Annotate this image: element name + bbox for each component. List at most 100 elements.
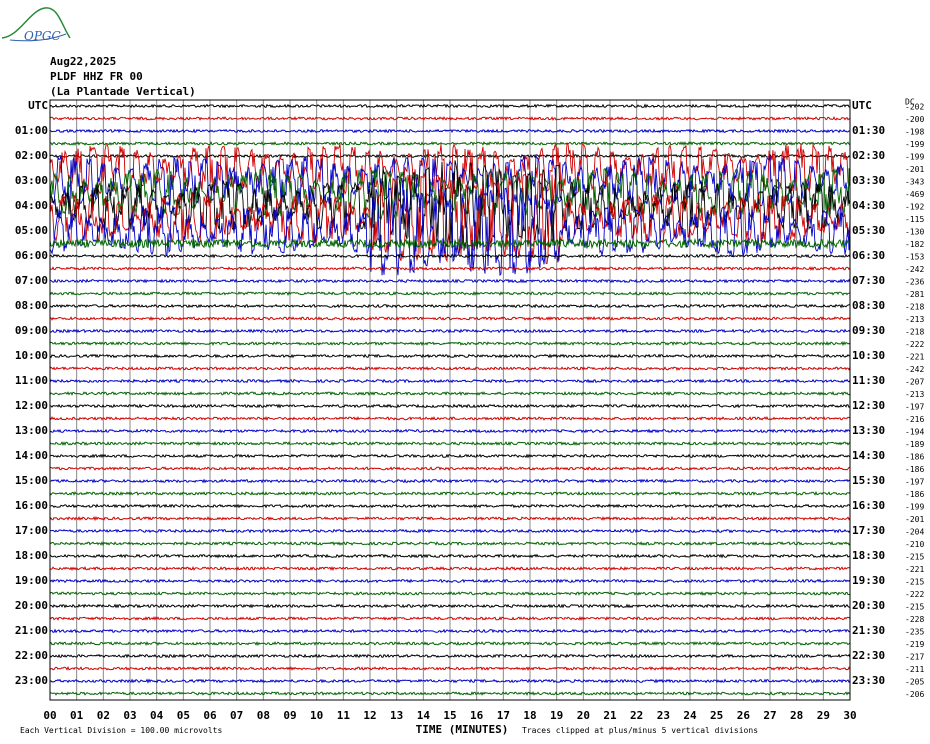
scale-note: Each Vertical Division = 100.00 microvol… (20, 726, 222, 735)
dc-offset: -221 (905, 565, 924, 574)
dc-offset: -218 (905, 328, 924, 337)
right-label: 12:30 (852, 399, 885, 412)
right-label: 18:30 (852, 549, 885, 562)
dc-offset: -228 (905, 615, 924, 624)
right-label: 14:30 (852, 449, 885, 462)
right-label: 15:30 (852, 474, 885, 487)
left-label: 09:00 (15, 324, 48, 337)
trace (50, 303, 850, 309)
x-tick-label: 14 (417, 709, 431, 722)
right-label: 06:30 (852, 249, 885, 262)
x-tick-label: 27 (763, 709, 776, 722)
dc-offset: -343 (905, 178, 924, 187)
dc-offset: -130 (905, 228, 924, 237)
dc-offset: -216 (905, 415, 924, 424)
left-label: 23:00 (15, 674, 48, 687)
dc-offset: -192 (905, 203, 924, 212)
trace (50, 278, 850, 284)
trace (50, 540, 850, 547)
x-tick-label: 19 (550, 709, 563, 722)
right-label: 21:30 (852, 624, 885, 637)
x-tick-label: 23 (657, 709, 670, 722)
left-label: 01:00 (15, 124, 48, 137)
trace (50, 390, 850, 397)
left-label: 15:00 (15, 474, 48, 487)
right-label: 23:30 (852, 674, 885, 687)
dc-offset: -186 (905, 465, 924, 474)
x-tick-label: 06 (203, 709, 217, 722)
dc-offset: -201 (905, 165, 924, 174)
dc-offset: -197 (905, 403, 924, 412)
left-label: 11:00 (15, 374, 48, 387)
dc-offset: -202 (905, 103, 924, 112)
dc-offset: -236 (905, 278, 924, 287)
x-tick-label: 08 (257, 709, 270, 722)
trace (50, 591, 850, 596)
left-label: UTC (28, 99, 48, 112)
left-label: 22:00 (15, 649, 48, 662)
trace (50, 416, 850, 421)
left-label: 10:00 (15, 349, 48, 362)
left-label: 19:00 (15, 574, 48, 587)
trace (50, 128, 850, 134)
x-tick-label: 20 (577, 709, 590, 722)
left-label: 08:00 (15, 299, 48, 312)
left-label: 16:00 (15, 499, 48, 512)
dc-offset: -242 (905, 365, 924, 374)
dc-offset: -219 (905, 640, 924, 649)
x-tick-label: 00 (43, 709, 56, 722)
dc-label: DC (905, 98, 915, 107)
left-label: 02:00 (15, 149, 48, 162)
right-label: 03:30 (852, 174, 885, 187)
date: Aug22,2025 (50, 55, 116, 68)
dc-offset: -115 (905, 215, 924, 224)
dc-offset: -207 (905, 378, 924, 387)
dc-offset: -221 (905, 353, 924, 362)
trace (50, 103, 850, 109)
trace (50, 253, 850, 259)
x-tick-label: 17 (497, 709, 510, 722)
clip-note: Traces clipped at plus/minus 5 vertical … (522, 726, 758, 735)
x-title: TIME (MINUTES) (416, 723, 509, 736)
dc-offset: -199 (905, 140, 924, 149)
left-label: 07:00 (15, 274, 48, 287)
x-tick-label: 21 (603, 709, 617, 722)
trace (50, 115, 850, 121)
x-tick-label: 10 (310, 709, 323, 722)
dc-offset: -201 (905, 515, 924, 524)
trace (50, 653, 850, 659)
trace (50, 366, 850, 372)
trace (50, 691, 850, 697)
right-label: 07:30 (852, 274, 885, 287)
x-tick-label: 13 (390, 709, 403, 722)
trace (50, 565, 850, 572)
trace (50, 340, 850, 347)
dc-offset: -199 (905, 153, 924, 162)
x-tick-label: 01 (70, 709, 84, 722)
dc-offset: -469 (905, 190, 924, 199)
right-label: 10:30 (852, 349, 885, 362)
x-tick-label: 05 (177, 709, 190, 722)
x-tick-label: 30 (843, 709, 856, 722)
x-tick-label: 11 (337, 709, 351, 722)
dc-offset: -198 (905, 128, 924, 137)
trace (50, 353, 850, 359)
left-label: 12:00 (15, 399, 48, 412)
dc-offset: -218 (905, 303, 924, 312)
trace (50, 578, 850, 584)
dc-offset: -235 (905, 628, 924, 637)
trace (50, 615, 850, 622)
left-label: 17:00 (15, 524, 48, 537)
dc-offset: -200 (905, 115, 924, 124)
x-tick-label: 04 (150, 709, 164, 722)
trace (50, 465, 850, 471)
dc-offset: -186 (905, 490, 924, 499)
trace (50, 266, 850, 271)
dc-offset: -189 (905, 440, 924, 449)
left-label: 18:00 (15, 549, 48, 562)
dc-offset: -211 (905, 665, 924, 674)
trace (50, 515, 850, 522)
left-label: 13:00 (15, 424, 48, 437)
dc-offset: -215 (905, 553, 924, 562)
